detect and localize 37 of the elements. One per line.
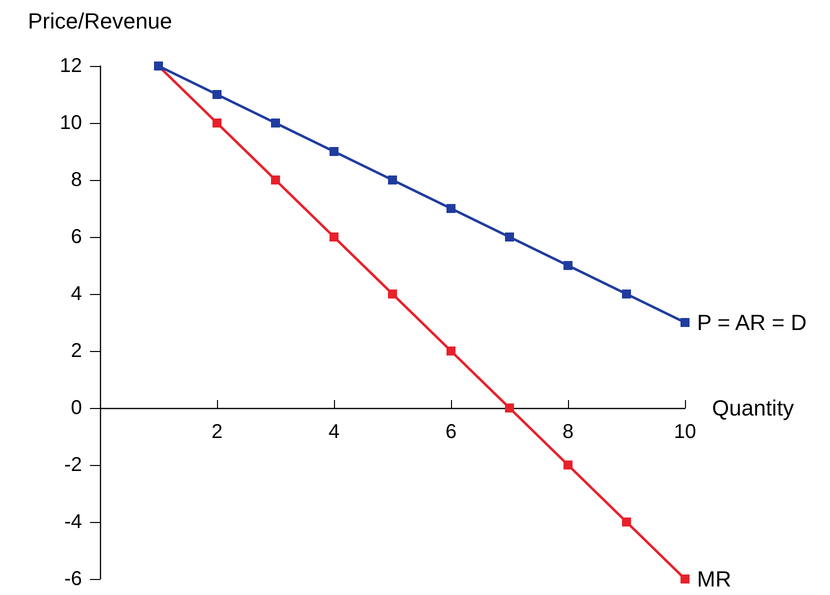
- point: [680, 318, 690, 327]
- series-label: P = AR = D: [697, 310, 807, 335]
- point: [212, 90, 222, 99]
- point: [330, 232, 338, 242]
- point: [622, 518, 631, 526]
- series-label: MR: [697, 566, 732, 592]
- y-tick-label: -2: [64, 454, 82, 476]
- y-tick-label: -4: [64, 511, 82, 533]
- point: [505, 232, 514, 242]
- y-tick-label: -6: [64, 568, 82, 590]
- point: [330, 147, 338, 156]
- point: [564, 460, 572, 470]
- x-tick-label: 10: [674, 421, 696, 443]
- point: [680, 574, 690, 584]
- x-axis-title: Quantity: [712, 396, 794, 420]
- y-tick-label: 2: [70, 340, 82, 362]
- point: [446, 204, 456, 213]
- point: [505, 404, 514, 412]
- point: [446, 346, 456, 356]
- y-tick-label: 0: [70, 397, 82, 419]
- point: [271, 176, 280, 184]
- x-tick-label: 8: [562, 421, 574, 443]
- point: [622, 290, 631, 298]
- y-tick-label: 10: [60, 112, 82, 134]
- point: [388, 290, 397, 298]
- y-tick-label: 12: [60, 55, 82, 77]
- x-tick-label: 6: [445, 421, 457, 443]
- x-tick-label: 4: [328, 421, 340, 443]
- point: [388, 176, 397, 184]
- y-tick-label: 8: [70, 169, 82, 191]
- point: [212, 118, 222, 128]
- y-axis-title: Price/Revenue: [28, 8, 172, 34]
- y-tick-label: 4: [70, 283, 82, 305]
- y-tick-label: 6: [70, 226, 82, 248]
- x-tick-label: 2: [211, 421, 223, 443]
- point: [564, 261, 572, 270]
- point: [271, 118, 280, 128]
